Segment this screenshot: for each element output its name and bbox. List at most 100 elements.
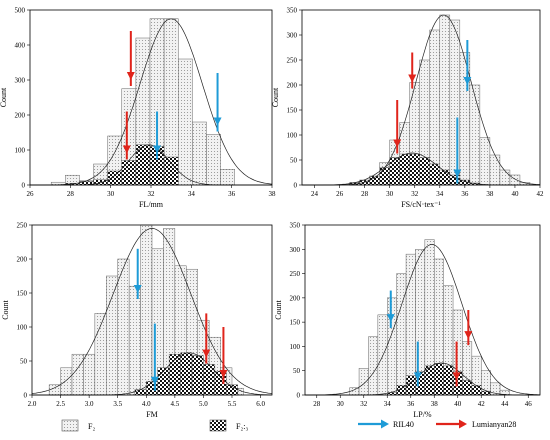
bar-f23 (471, 385, 482, 396)
ril40-arrow-icon (453, 117, 462, 184)
y-tick-label: 150 (17, 290, 28, 298)
y-tick-label: 100 (290, 343, 301, 351)
y-tick-label: 400 (15, 42, 26, 50)
y-tick-label: 350 (290, 222, 301, 230)
y-tick-label: 150 (290, 319, 301, 327)
bar-f2 (377, 314, 388, 396)
chart-panel-1: 26 28 30 32 34 36 38 0 100 200 300 400 500 FL/mm Count (0, 7, 276, 210)
bar-f23 (146, 381, 158, 396)
y-tick-label: 300 (290, 246, 301, 254)
bar-f2 (405, 253, 416, 396)
lumianyan28-arrow-icon (408, 52, 417, 89)
bar-f2 (60, 367, 73, 396)
legend: F₂ F₂:₃ RIL40 Lumianyan28 (61, 419, 516, 432)
x-tick-label: 44 (501, 400, 509, 408)
x-tick-label: 30 (337, 400, 345, 408)
x-tick-label: 28 (67, 190, 75, 198)
ril40-arrow-icon (153, 111, 162, 160)
y-tick-label: 50 (290, 157, 298, 165)
fit-curve-f2 (31, 228, 273, 394)
bar-f2 (439, 14, 451, 186)
plot-frame (301, 9, 541, 186)
plot-frame (304, 224, 541, 396)
chart-panels: 26 28 30 32 34 36 380100200300400500FL/mmCount… (0, 7, 544, 420)
y-tick-label: 200 (17, 256, 28, 264)
y-tick-label: 50 (20, 358, 28, 366)
plot-frame (31, 224, 273, 396)
bar-f23 (191, 355, 204, 396)
legend-ril40-arrow-icon (358, 419, 389, 429)
x-tick-label: 30 (107, 190, 115, 198)
lumianyan28-arrow-icon (202, 313, 211, 364)
bar-f2 (48, 384, 61, 396)
bar-f2 (140, 224, 153, 396)
lumianyan28-arrow-icon (464, 310, 473, 346)
x-tick-label: 3.5 (113, 400, 122, 408)
bar-f23 (434, 363, 444, 396)
legend-f23-swatch (209, 419, 227, 432)
lumianyan28-arrow-icon (219, 327, 228, 384)
x-tick-label: 2.5 (56, 400, 65, 408)
bar-f23 (424, 365, 435, 396)
y-tick-label: 300 (15, 77, 26, 85)
y-tick-label: 250 (290, 270, 301, 278)
y-tick-label: 300 (287, 32, 298, 40)
y-tick-label: 0 (22, 182, 26, 190)
y-tick-label: 200 (290, 294, 301, 302)
fit-curve-f2 (305, 244, 541, 396)
legend-ril40-label: RIL40 (393, 420, 414, 429)
x-axis-title: FM (146, 410, 158, 419)
x-tick-label: 36 (461, 190, 469, 198)
bar-f23 (180, 352, 193, 396)
bar-f2 (368, 336, 379, 396)
bar-f23 (443, 365, 454, 396)
y-tick-label: 100 (17, 324, 28, 332)
ril40-arrow-icon (386, 290, 395, 329)
bar-f2 (489, 154, 501, 186)
bar-f2 (106, 275, 118, 396)
x-tick-label: 5.0 (199, 400, 208, 408)
fit-curve-f2 (30, 18, 273, 186)
y-tick-label: 50 (293, 367, 301, 375)
chart-panel-4: 28 30 32 34 36 38 40 42 44 46 0 50 100 150 200 250 300 35… (274, 222, 541, 419)
bar-f23 (134, 389, 147, 396)
x-tick-label: 6.0 (256, 400, 265, 408)
bar-f23 (429, 163, 441, 186)
bar-f2 (192, 121, 207, 186)
y-tick-label: 100 (287, 132, 298, 140)
legend-f23-label: F₂:₃ (236, 422, 248, 431)
bar-f23 (409, 153, 420, 186)
x-tick-label: 28 (313, 400, 321, 408)
bar-f2 (469, 84, 481, 186)
y-tick-label: 0 (297, 392, 301, 400)
x-tick-label: 36 (407, 400, 415, 408)
x-tick-label: 32 (148, 190, 156, 198)
y-tick-label: 500 (15, 7, 26, 15)
x-tick-label: 40 (511, 190, 519, 198)
y-tick-label: 250 (17, 222, 28, 230)
x-axis-title: FL/mm (139, 200, 164, 209)
ril40-arrow-icon (463, 40, 472, 91)
bar-f23 (168, 353, 181, 396)
ril40-arrow-icon (150, 323, 159, 391)
x-tick-label: 38 (269, 190, 277, 198)
x-tick-label: 28 (361, 190, 369, 198)
bar-f23 (419, 157, 430, 186)
bar-f23 (405, 375, 416, 396)
x-tick-label: 26 (27, 190, 35, 198)
bar-f23 (449, 174, 461, 186)
x-tick-label: 4.5 (170, 400, 179, 408)
x-tick-label: 34 (188, 190, 196, 198)
bar-f2 (128, 285, 141, 396)
x-tick-label: 42 (537, 190, 545, 198)
x-tick-label: 5.5 (228, 400, 237, 408)
bar-f2 (479, 137, 491, 186)
y-axis-title: Count (271, 87, 280, 107)
y-tick-label: 100 (15, 147, 26, 155)
bar-f23 (163, 156, 179, 186)
bar-f23 (121, 160, 137, 186)
legend-lumianyan28-arrow-icon (436, 419, 467, 429)
ril40-arrow-icon (133, 248, 142, 299)
bar-f2 (396, 273, 407, 396)
